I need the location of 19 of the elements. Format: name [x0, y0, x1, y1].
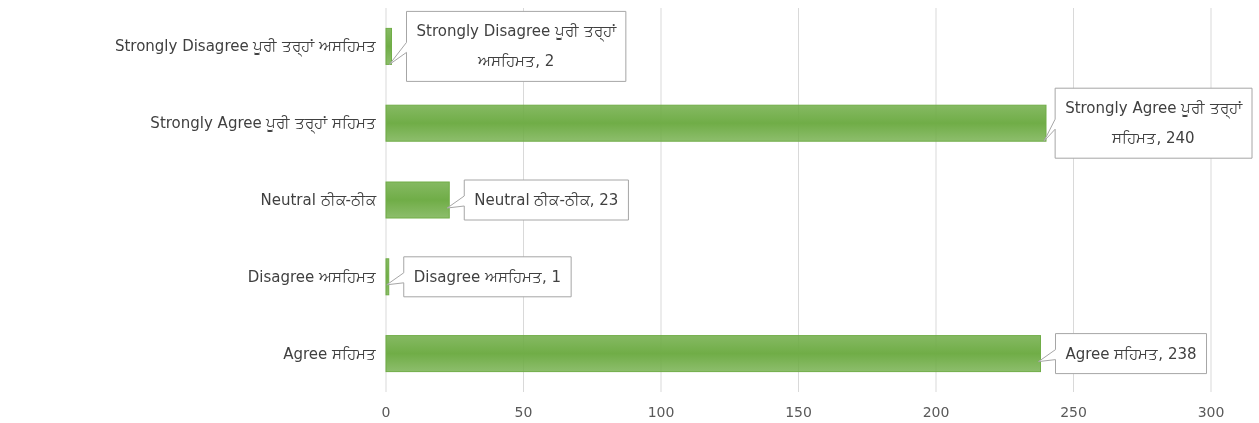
y-tick-label: Strongly Agree ਪੂਰੀ ਤਰ੍ਹਾਂ ਸਹਿਮਤ	[150, 114, 376, 135]
x-tick-label: 0	[381, 404, 391, 420]
data-label: Disagree ਅਸਹਿਮਤ, 1	[413, 267, 562, 286]
bar	[385, 258, 390, 296]
data-label: Agree ਸਹਿਮਤ, 238	[1065, 344, 1197, 363]
x-tick-label: 250	[1060, 404, 1087, 420]
y-tick-label: Strongly Disagree ਪੂਰੀ ਤਰ੍ਹਾਂ ਅਸਹਿਮਤ	[114, 37, 376, 58]
data-label: Strongly Disagree ਪੂਰੀ ਤਰ੍ਹਾਂ ਅਸਹਿਮਤ, 2	[416, 22, 617, 71]
x-tick-label: 300	[1197, 404, 1225, 420]
y-tick-label: Disagree ਅਸਹਿਮਤ	[247, 267, 376, 286]
x-tick-label: 150	[785, 404, 812, 420]
x-tick-label: 100	[647, 404, 675, 420]
x-tick-label: 200	[922, 404, 950, 420]
data-label: Strongly Agree ਪੂਰੀ ਤਰ੍ਹਾਂ ਸਹਿਮਤ, 240	[1065, 99, 1243, 148]
x-tick-label: 50	[514, 404, 533, 420]
y-tick-label: Agree ਸਹਿਮਤ	[283, 344, 376, 363]
data-label: Neutral ਠੀਕ-ਠੀਕ, 23	[474, 191, 619, 209]
y-tick-label: Neutral ਠੀਕ-ਠੀਕ	[260, 191, 377, 209]
bar	[385, 27, 392, 65]
